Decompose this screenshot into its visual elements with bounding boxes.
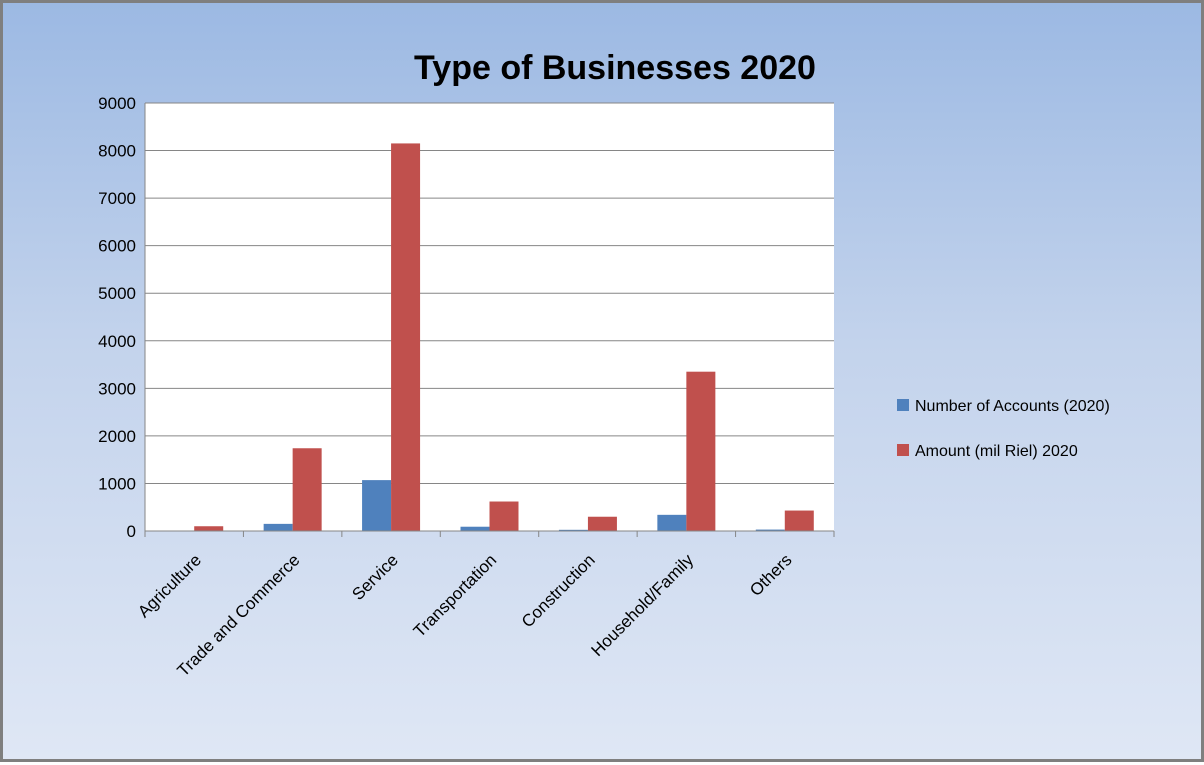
x-tick-label: Transportation: [410, 550, 500, 640]
legend-swatch: [897, 444, 909, 456]
y-tick-label: 2000: [98, 427, 136, 446]
y-tick-label: 3000: [98, 379, 136, 398]
y-tick-label: 8000: [98, 142, 136, 161]
x-tick-label: Others: [746, 550, 796, 600]
bar-accounts-transportation: [461, 527, 490, 531]
bar-amount-service: [391, 143, 420, 531]
bar-accounts-trade-and-commerce: [264, 524, 293, 531]
y-tick-label: 5000: [98, 284, 136, 303]
bar-accounts-household-family: [657, 515, 686, 531]
y-axis-ticks: 0 1000 2000 3000 4000 5000 6000 7000 8000 9000: [98, 94, 136, 541]
bar-amount-trade-and-commerce: [293, 448, 322, 531]
bar-amount-household-family: [686, 372, 715, 531]
y-tick-label: 0: [127, 522, 136, 541]
legend-label: Number of Accounts (2020): [915, 398, 1110, 415]
bar-accounts-service: [362, 480, 391, 531]
x-tick-label: Agriculture: [134, 550, 205, 621]
plot-area: [145, 103, 834, 531]
y-tick-label: 7000: [98, 189, 136, 208]
bar-amount-transportation: [490, 502, 519, 531]
y-tick-label: 9000: [98, 94, 136, 113]
x-tick-label: Construction: [518, 550, 599, 631]
legend: Number of Accounts (2020) Amount (mil Rie…: [897, 398, 1110, 460]
x-tick-label: Household/Family: [588, 550, 698, 660]
bar-amount-construction: [588, 517, 617, 531]
x-tick-label: Service: [348, 550, 402, 604]
chart-title: Type of Businesses 2020: [414, 49, 816, 87]
bar-chart: Type of Businesses 2020 0 1000 2000 3000 400…: [3, 3, 1204, 765]
legend-swatch: [897, 399, 909, 411]
legend-label: Amount (mil Riel) 2020: [915, 443, 1078, 460]
bar-amount-agriculture: [194, 526, 223, 531]
y-tick-label: 1000: [98, 474, 136, 493]
bar-amount-others: [785, 511, 814, 531]
y-tick-label: 4000: [98, 332, 136, 351]
y-tick-label: 6000: [98, 237, 136, 256]
